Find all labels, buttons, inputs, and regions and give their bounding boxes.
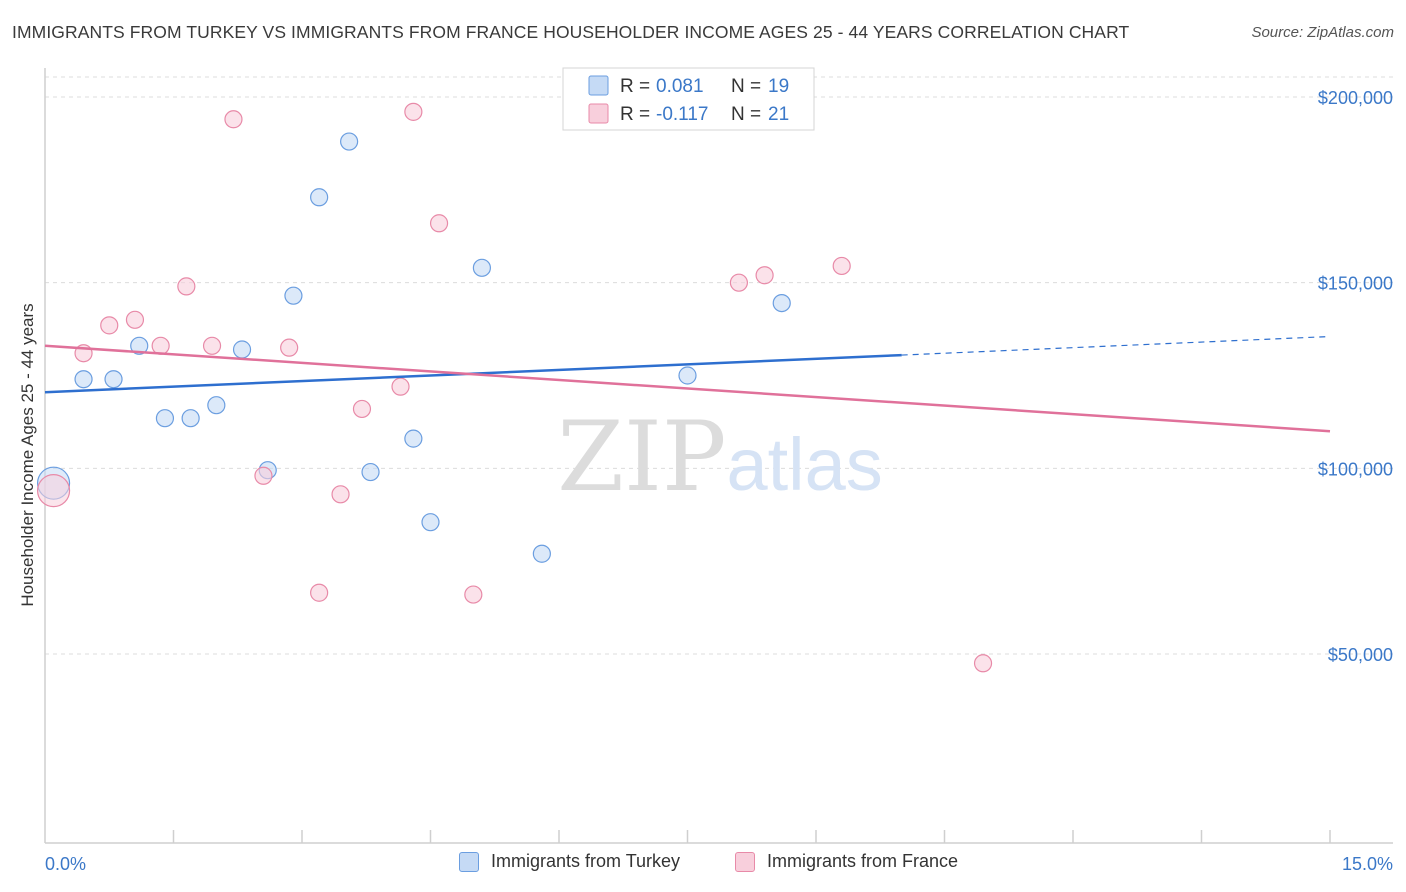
point-france-13 (391, 377, 410, 396)
stats-r-value-turkey: 0.081 (656, 76, 704, 97)
point-turkey-14 (421, 513, 440, 532)
legend-label-france: Immigrants from France (767, 851, 959, 871)
point-france-19 (832, 256, 851, 276)
x-tick-label-right: 15.0% (1342, 854, 1393, 874)
watermark-atlas: atlas (726, 423, 882, 506)
point-turkey-9 (284, 286, 303, 305)
y-tick-label-3: $50,000 (1328, 645, 1393, 665)
trend-line-france (44, 344, 1331, 433)
point-france-5 (177, 277, 196, 296)
legend-swatch-turkey (459, 851, 479, 872)
stats-r-label-france: R = (620, 104, 650, 125)
watermark: ZIPatlas (557, 401, 883, 513)
y-tick-label-1: $150,000 (1318, 274, 1393, 294)
watermark-zip: ZIP (557, 401, 726, 513)
bottom-legend: Immigrants from Turkey Immigrants from F… (0, 851, 1406, 877)
stats-n-value-turkey: 19 (768, 76, 789, 97)
y-tick-label-0: $200,000 (1318, 88, 1393, 108)
point-france-17 (729, 273, 749, 292)
point-turkey-17 (678, 366, 697, 385)
point-france-2 (100, 316, 119, 335)
stats-n-label-turkey: N = (731, 76, 761, 97)
point-france-8 (254, 466, 273, 485)
chart-title: IMMIGRANTS FROM TURKEY VS IMMIGRANTS FRO… (12, 22, 1130, 42)
point-france-0 (36, 474, 71, 508)
point-turkey-10 (310, 188, 329, 207)
point-france-3 (125, 310, 145, 329)
legend-swatch-france (735, 851, 755, 872)
stats-r-label-turkey: R = (620, 76, 650, 97)
point-france-18 (755, 266, 774, 285)
point-turkey-4 (155, 409, 175, 428)
x-tick-label-left: 0.0% (45, 854, 86, 874)
point-france-7 (224, 110, 243, 129)
point-turkey-13 (404, 429, 423, 448)
point-turkey-15 (472, 258, 491, 277)
stats-n-value-france: 21 (768, 104, 789, 125)
legend-label-turkey: Immigrants from Turkey (491, 851, 681, 871)
y-tick-label-2: $100,000 (1318, 459, 1393, 479)
stats-n-label-france: N = (731, 104, 761, 125)
point-france-20 (973, 654, 993, 673)
point-turkey-2 (104, 370, 123, 389)
point-france-4 (151, 336, 170, 355)
point-turkey-16 (532, 544, 551, 563)
point-france-10 (310, 583, 329, 602)
stats-r-value-france: -0.117 (656, 104, 708, 125)
point-france-12 (352, 399, 372, 419)
trend-line-ext-turkey (901, 335, 1331, 356)
legend-item-france[interactable]: Immigrants from France (735, 851, 958, 872)
point-france-15 (429, 214, 449, 233)
stats-legend: R = 0.081 N = 19 R = -0.117 N = 21 (562, 67, 815, 131)
source-label: Source: ZipAtlas.com (1251, 24, 1394, 41)
point-turkey-5 (181, 409, 200, 428)
point-turkey-6 (207, 396, 226, 415)
point-turkey-1 (74, 370, 93, 389)
point-turkey-12 (361, 462, 380, 482)
legend-item-turkey[interactable]: Immigrants from Turkey (459, 851, 680, 872)
point-france-16 (464, 585, 483, 604)
point-france-11 (331, 485, 350, 504)
point-turkey-11 (340, 132, 359, 151)
point-france-14 (404, 102, 423, 121)
point-france-6 (202, 336, 222, 355)
point-turkey-3 (130, 336, 149, 355)
stats-swatch-turkey (588, 75, 609, 96)
point-turkey-18 (772, 293, 791, 313)
point-turkey-7 (232, 340, 252, 359)
point-france-9 (280, 338, 299, 357)
stats-swatch-france (588, 103, 609, 124)
